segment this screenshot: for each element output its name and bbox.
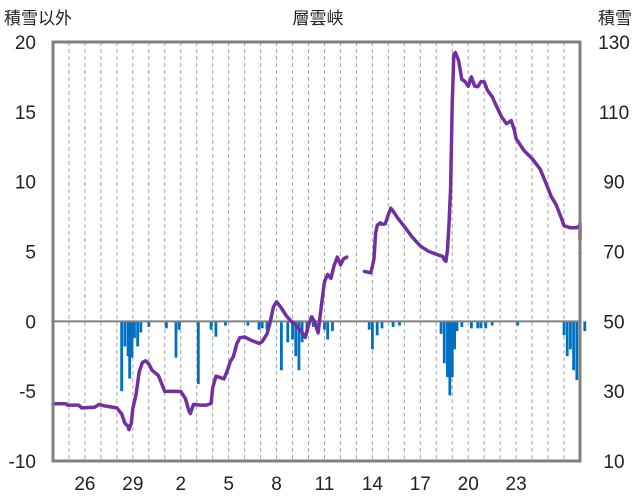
bar [279,321,283,371]
series-line-segment [362,50,582,275]
bar [246,321,250,326]
bar [476,321,480,329]
bar [311,321,315,327]
right-tick-label: 30 [603,382,624,403]
bar [575,321,579,380]
bar [455,321,459,332]
bar [164,321,168,329]
bar [257,321,261,330]
bar [120,321,124,392]
bar [569,321,572,350]
bar [209,321,213,330]
bar [147,321,151,327]
bar [367,321,371,330]
bar-series [120,321,587,396]
bar [380,321,384,329]
x-tick-label: 2 [175,474,186,495]
x-tick-label: 26 [74,474,95,495]
bar [442,321,446,364]
bar [294,321,298,357]
left-tick-label: -5 [19,382,36,403]
bar [439,321,443,334]
bar [174,321,178,358]
right-axis-title: 積雪 [598,9,632,29]
tick-labels: -10 -5 0 5 10 15 20 10 30 50 70 90 110 130 26 29 2 5 8 11 14… [9,33,630,495]
bar [291,321,294,340]
bar [448,321,452,396]
bar [490,321,494,326]
bar [286,321,290,343]
left-axis-title: 積雪以外 [4,9,72,29]
bar [370,321,374,350]
bar [177,321,181,330]
left-tick-label: 15 [15,103,36,124]
x-tick-label: 5 [223,474,234,495]
bar [450,321,454,378]
bar [565,321,569,357]
bar [297,321,301,371]
bar [133,321,136,339]
bar [446,321,449,378]
bar [136,321,140,347]
bar [562,321,566,336]
bar [139,321,143,333]
bar [196,321,200,385]
chart-title: 層雲峡 [293,9,344,29]
right-tick-label: 90 [603,173,624,194]
series-line-segment [51,255,349,432]
bar [323,321,326,330]
left-tick-label: 5 [25,243,36,264]
bar [391,321,395,327]
bar [479,321,483,329]
bar [331,321,334,332]
bar [265,321,269,330]
right-tick-label: 130 [598,33,630,54]
bar [398,321,401,326]
plot-frame [51,40,582,463]
left-tick-label: 0 [25,312,36,333]
x-tick-label: 14 [362,474,384,495]
bar [453,321,457,350]
bar [460,321,464,327]
bar [126,321,130,357]
bar [375,321,379,336]
right-tick-label: 10 [603,452,624,473]
bar [123,321,127,347]
bar [516,321,520,326]
bar [583,321,587,332]
bar [260,321,264,329]
left-tick-label: 10 [15,173,36,194]
right-tick-label: 50 [603,312,624,333]
left-tick-label: 20 [15,33,36,54]
bar [572,321,576,371]
bar [224,321,227,326]
x-tick-label: 29 [122,474,143,495]
bar [470,321,473,329]
left-tick-label: -10 [9,452,36,473]
bar [128,321,132,379]
grid-lines [68,42,565,461]
bar [484,321,488,329]
x-tick-label: 20 [458,474,479,495]
x-tick-label: 8 [271,474,282,495]
x-tick-label: 11 [315,474,335,495]
right-tick-label: 70 [603,243,624,264]
right-tick-label: 110 [599,103,629,124]
bar [214,321,218,337]
x-tick-label: 23 [506,474,527,495]
x-tick-label: 17 [410,474,431,495]
snow-depth-line [51,50,582,432]
bar [130,321,134,358]
bar [326,321,330,340]
